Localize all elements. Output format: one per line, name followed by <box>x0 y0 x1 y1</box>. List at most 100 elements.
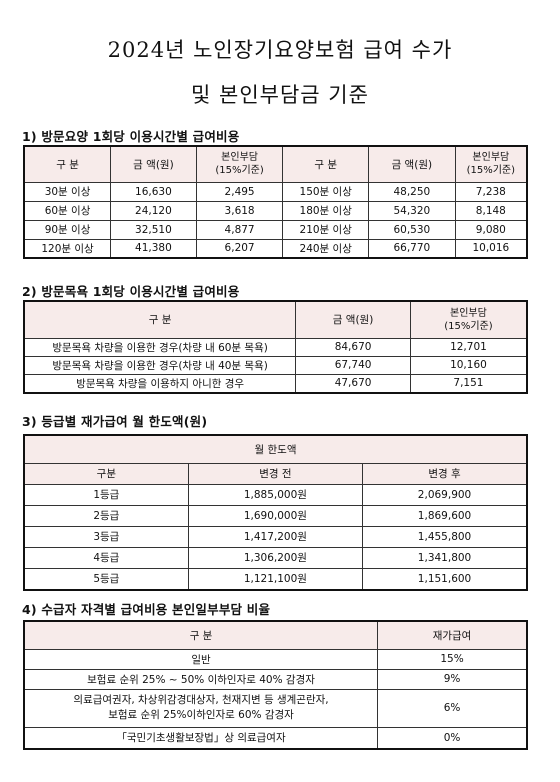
table-cell: 24,120 <box>110 200 197 221</box>
table-cell: 120분 이상 <box>23 238 112 259</box>
table-cell: 4,877 <box>195 219 284 240</box>
table-row: 90분 이상 32,510 4,877 210분 이상 60,530 9,080 <box>23 219 528 240</box>
table-cell: 12,701 <box>409 337 528 357</box>
table-cell: 1,690,000원 <box>187 504 364 527</box>
table-cell: 4등급 <box>22 546 189 569</box>
page-title-line1: 2024년 노인장기요양보험 급여 수가 <box>107 38 453 62</box>
table-cell: 방문목욕 차량을 이용한 경우(차량 내 60분 목욕) <box>23 337 297 357</box>
table-cell: 84,670 <box>295 337 411 357</box>
table-cell: 240분 이상 <box>282 238 369 259</box>
table-cell: 일반 <box>23 648 379 670</box>
header-before: 변경 전 <box>187 462 364 485</box>
section4-heading: 4) 수급자 자격별 급여비용 본인일부부담 비율 <box>22 602 271 617</box>
table-row: 1등급 1,885,000원 2,069,900 <box>22 483 529 506</box>
header-gubun: 구 분 <box>23 620 379 650</box>
table-cell: 10,160 <box>409 355 528 375</box>
table-row: 120분 이상 41,380 6,207 240분 이상 66,770 10,0… <box>23 238 528 259</box>
table-cell: 210분 이상 <box>282 219 369 240</box>
table-cell: 보험료 순위 25% ~ 50% 이하인자로 40% 감경자 <box>23 668 379 690</box>
bath-fee-table: 구 분 금 액(원) 본인부담 (15%기준) 방문목욕 차량을 이용한 경우(… <box>23 300 528 394</box>
table-cell: 16,630 <box>110 181 197 202</box>
table-cell: 1,151,600 <box>362 567 529 591</box>
table-row: 방문목욕 차량을 이용하지 아니한 경우 47,670 7,151 <box>23 373 528 394</box>
table-cell: 67,740 <box>295 355 411 375</box>
header-copay-line1: 본인부담 <box>472 152 510 164</box>
table-cell: 「국민기초생활보장법」상 의료급여자 <box>23 726 379 750</box>
header-copay-line1: 본인부담 <box>221 152 258 164</box>
table-row: 2등급 1,690,000원 1,869,600 <box>22 504 529 527</box>
table-cell: 7,151 <box>409 373 528 394</box>
section2-heading: 2) 방문목욕 1회당 이용시간별 급여비용 <box>22 284 240 299</box>
table-cell-line1: 의료급여권자, 차상위감경대상자, 천재지변 등 생계곤란자, <box>73 694 329 706</box>
table-cell: 90분 이상 <box>23 219 112 240</box>
table-header-row: 구분 변경 전 변경 후 <box>22 462 529 485</box>
table-group-header-row: 월 한도액 <box>23 434 528 464</box>
header-home-care: 재가급여 <box>377 620 529 650</box>
monthly-limit-table: 월 한도액 구분 변경 전 변경 후 1등급 1,885,000원 2,069,… <box>22 434 529 591</box>
table-cell: 의료급여권자, 차상위감경대상자, 천재지변 등 생계곤란자, 보험료 순위 2… <box>23 688 379 728</box>
header-gubun: 구 분 <box>23 145 112 183</box>
header-copay-line2: (15%기준) <box>466 165 516 177</box>
table-row: 방문목욕 차량을 이용한 경우(차량 내 60분 목욕) 84,670 12,7… <box>23 337 528 357</box>
table-row: 60분 이상 24,120 3,618 180분 이상 54,320 8,148 <box>23 200 528 221</box>
header-gubun: 구 분 <box>23 300 297 339</box>
table-cell: 41,380 <box>110 238 197 259</box>
table-cell: 1,341,800 <box>362 546 529 569</box>
header-copay-line2: (15%기준) <box>215 165 264 177</box>
header-copay: 본인부담 (15%기준) <box>454 145 528 183</box>
table-cell: 180분 이상 <box>282 200 369 221</box>
table-header-row: 구 분 금 액(원) 본인부담 (15%기준) 구 분 금 액(원) 본인부담 … <box>23 145 528 183</box>
table-cell: 9,080 <box>454 219 528 240</box>
header-gubun: 구분 <box>22 462 189 485</box>
header-amount: 금 액(원) <box>367 145 456 183</box>
page-title-line2: 및 본인부담금 기준 <box>191 83 369 107</box>
table-cell: 60분 이상 <box>23 200 112 221</box>
table-cell: 48,250 <box>367 181 456 202</box>
table-cell: 10,016 <box>454 238 528 259</box>
table-cell: 0% <box>377 726 529 750</box>
table-cell: 66,770 <box>367 238 456 259</box>
table-row: 「국민기초생활보장법」상 의료급여자 0% <box>23 726 529 750</box>
table-cell: 6,207 <box>195 238 284 259</box>
table-cell: 1,885,000원 <box>187 483 364 506</box>
table-cell: 5등급 <box>22 567 189 591</box>
table-cell: 30분 이상 <box>23 181 112 202</box>
table-cell: 32,510 <box>110 219 197 240</box>
table-cell: 2,495 <box>195 181 284 202</box>
table-cell: 8,148 <box>454 200 528 221</box>
table-cell: 3등급 <box>22 525 189 548</box>
table-cell: 2등급 <box>22 504 189 527</box>
table-header-row: 구 분 금 액(원) 본인부담 (15%기준) <box>23 300 528 339</box>
table-row: 4등급 1,306,200원 1,341,800 <box>22 546 529 569</box>
table-cell: 1,306,200원 <box>187 546 364 569</box>
table-cell: 9% <box>377 668 529 690</box>
table-cell: 1,869,600 <box>362 504 529 527</box>
table-cell: 150분 이상 <box>282 181 369 202</box>
header-amount: 금 액(원) <box>295 300 411 339</box>
table-cell: 1,455,800 <box>362 525 529 548</box>
table-row: 30분 이상 16,630 2,495 150분 이상 48,250 7,238 <box>23 181 528 202</box>
table-cell: 60,530 <box>367 219 456 240</box>
section3-heading: 3) 등급별 재가급여 월 한도액(원) <box>22 414 208 429</box>
header-after: 변경 후 <box>362 462 529 485</box>
header-copay-line1: 본인부담 <box>450 307 487 319</box>
table-cell: 15% <box>377 648 529 670</box>
header-gubun: 구 분 <box>282 145 369 183</box>
table-cell: 47,670 <box>295 373 411 394</box>
header-monthly-limit: 월 한도액 <box>23 434 528 464</box>
home-care-fee-table: 구 분 금 액(원) 본인부담 (15%기준) 구 분 금 액(원) 본인부담 … <box>23 145 528 259</box>
table-cell: 방문목욕 차량을 이용하지 아니한 경우 <box>23 373 297 394</box>
table-cell: 54,320 <box>367 200 456 221</box>
table-cell: 1,417,200원 <box>187 525 364 548</box>
table-row: 방문목욕 차량을 이용한 경우(차량 내 40분 목욕) 67,740 10,1… <box>23 355 528 375</box>
table-cell: 3,618 <box>195 200 284 221</box>
table-row: 3등급 1,417,200원 1,455,800 <box>22 525 529 548</box>
table-cell: 6% <box>377 688 529 728</box>
table-cell: 7,238 <box>454 181 528 202</box>
header-copay-line2: (15%기준) <box>444 320 493 332</box>
section1-heading: 1) 방문요양 1회당 이용시간별 급여비용 <box>22 129 240 144</box>
table-row: 일반 15% <box>23 648 529 670</box>
table-row: 의료급여권자, 차상위감경대상자, 천재지변 등 생계곤란자, 보험료 순위 2… <box>23 688 529 728</box>
table-cell: 2,069,900 <box>362 483 529 506</box>
table-cell: 1등급 <box>22 483 189 506</box>
